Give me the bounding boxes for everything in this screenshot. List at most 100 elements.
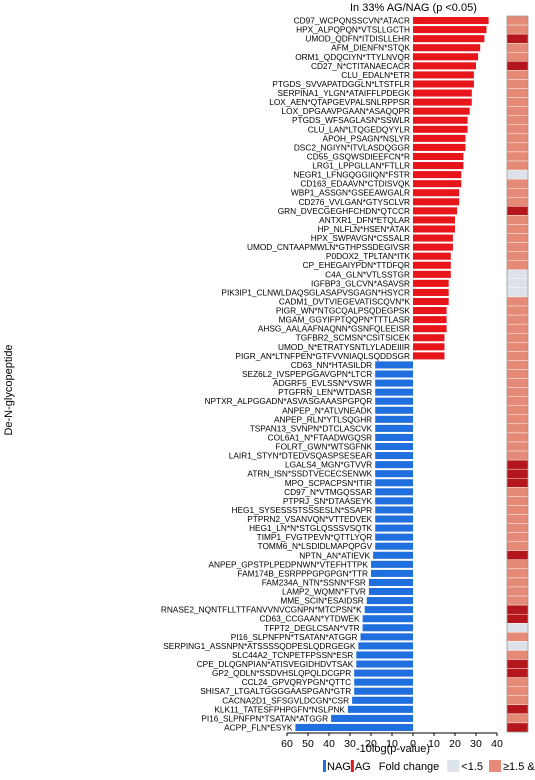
row-label: CPE_DLQGNPIAN*ATISVEGIDHDVTSAK [197,659,354,669]
fold-change-cell [506,568,529,579]
fold-change-cell [506,305,529,316]
fold-change-cell [506,423,529,434]
fold-change-cell [506,559,529,570]
row-label: MME_SCIN*ESAIDSR [280,596,363,606]
fold-change-cell [506,532,529,542]
bar-nag [375,433,413,441]
fold-change-cell [506,378,529,388]
row-label: PI16_SLPNFPN*TSATAN*ATGGR [201,713,328,723]
bar-nag [375,424,413,432]
bar-nag [366,597,413,605]
bar-nag [331,714,413,722]
bar-nag [375,370,413,378]
row-label: FOLRT_GWN*WTSGFNK [276,442,373,452]
row-label: APOH_PSAGN*NSLYR [323,133,410,143]
bar-nag [375,542,413,550]
row-label: ORM1_QDQCIYN*TTYLNVQR [295,52,410,62]
row-label: PTPRN2_VSANVQN*VTTEDVEK [247,514,372,524]
fold-change-cell [506,396,529,406]
row-label: HEG1_LN*N*STGLQSSSVSQTK [249,523,373,533]
fold-change-cell [506,197,529,207]
bar-ag [413,53,479,61]
fold-change-cell [506,160,529,171]
row-label: SHISA7_LTGALTGGGGAASPGAN*GTR [200,686,351,696]
fold-change-cell [506,360,529,370]
fold-change-cell [506,278,529,289]
x-axis-label: -10log(p-value) [356,743,430,755]
bar-ag [413,297,449,306]
row-label: ATRN_ISN*SSDTVECECSENWK [247,469,372,479]
fold-change-cell [506,79,529,89]
row-label: ANPEP_RLN*YTLSQGHR [274,414,372,424]
bar-ag [413,225,455,233]
fold-change-cell [506,215,529,225]
fold-change-cell [506,97,529,107]
row-label: PI16_SLPNFPN*TSATAN*ATGGR [231,632,358,642]
bar-ag [413,261,451,269]
x-axis: 60 50 40 30 20 10 0 10 20 30 40 [281,732,503,750]
fold-change-cell [506,242,529,252]
bar-nag [375,415,413,423]
fold-change-cell [506,514,529,524]
row-labels-layer: CD97_WCPQNSSCVN*ATACRHPX_ALPQPQN*VTSLLGC… [161,16,411,733]
bar-ag [413,16,489,25]
bar-ag [413,116,468,124]
row-label: UMOD_N*ETRATYSNTLYLADEIIIR [278,342,410,352]
row-label: ADGRF5_EVLSSN*VSWR [273,378,372,388]
legend-label-ag: AG [355,761,371,773]
chart-title: In 33% AG/NAG (p <0.05) [350,2,477,14]
bar-ag [413,343,445,351]
bar-nag [371,560,413,568]
row-label: DSC2_NGIYN*ITVLASDQGGR [294,142,410,152]
bar-nag [375,506,413,514]
fold-change-cell [506,613,529,624]
fold-change-cell [506,722,529,733]
fold-change-cell [506,151,529,162]
fold-change-cell [506,169,529,180]
fold-change-cell [506,233,529,243]
bar-ag [413,152,464,161]
fold-change-cell [506,206,529,216]
row-label: CACNA2D1_SFSGVLDCGN*CSR [222,695,349,705]
legend-swatch-ag [350,760,354,772]
bar-nag [354,687,413,695]
row-label: UMOD_CNTAAPMWLN*GTHPSSDEGIVSR [247,242,410,252]
bar-ag [413,89,472,97]
row-label: PIK3IP1_CLNWLDAQSGLASAPVSGAGN*HSYCR [221,287,410,297]
bar-nag [362,624,413,632]
fold-change-cell [506,124,529,135]
bar-nag [368,587,413,596]
row-label: PTGDS_WFSAGLASN*SSWLR [292,115,410,125]
row-label: FAM234A_NTN*SSNN*FSR [262,577,366,587]
x-tick-label: 30 [470,738,482,750]
y-axis-label: De-N-glycopeptide [3,344,15,435]
bar-ag [413,125,468,133]
row-label: TGFBR2_SCMSN*CSITSICEK [296,333,411,343]
row-label: CD63_NN*HTASILDR [291,360,372,370]
bar-nag [375,515,413,523]
row-label: RNASE2_NQNTFLLTTFANVVNVCGNPN*MTCPSN*K [161,605,362,615]
fold-change-cell [506,550,529,560]
row-label: AFM_DIENFN*STQK [331,43,410,53]
x-tick-label: 10 [428,738,440,750]
fold-change-cell [506,713,529,724]
row-label: CP_EHEGAIYPDN*TTDFQR [303,260,410,270]
bar-nag [352,696,413,704]
row-label: TFPT2_DEGLCSAN*VTR [264,623,359,633]
row-label: CCL24_GPVQRYPGN*QTTC [242,677,352,687]
x-tick-label: 40 [491,738,503,750]
bar-nag [375,470,413,478]
row-label: HP_NLFLN*HSEN*ATAK [318,224,411,234]
fold-change-cell [506,704,529,715]
legend-fold-change-label: <1.5 [461,761,483,773]
fold-change-cell [506,52,529,62]
row-label: CADM1_DVTVIEGEVATISCQVN*K [279,296,411,306]
bar-nag [375,479,413,487]
fold-change-cell [506,314,529,325]
fold-change-cell [506,641,529,651]
fold-change-cell [506,142,529,153]
bar-nag [362,615,413,623]
fold-change-cell [506,33,529,44]
row-label: NPTXR_ALPGGADN*ASVASGAAASPGPQR [205,396,373,406]
